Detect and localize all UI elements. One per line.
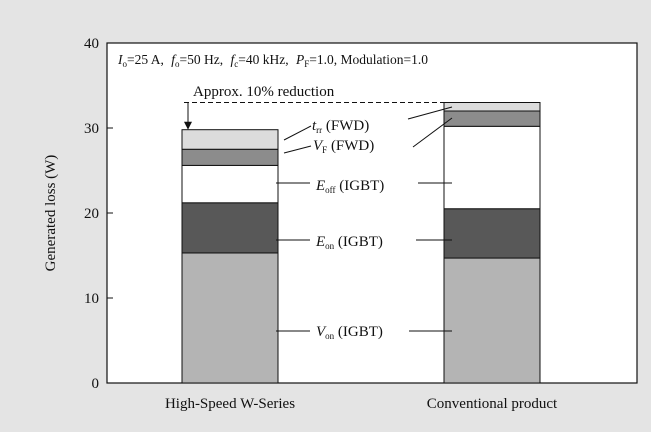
series-label-trr: trr (FWD) <box>312 118 369 135</box>
bars <box>181 102 541 384</box>
bar-segment-1-2 <box>443 125 541 210</box>
bar-segment-0-3 <box>181 148 279 166</box>
bar-segment-0-1 <box>181 202 279 254</box>
y-axis-label: Generated loss (W) <box>43 155 59 272</box>
bar-segment-1-3 <box>443 110 541 127</box>
y-tick-label-0: 0 <box>92 376 100 392</box>
series-label-von: Von (IGBT) <box>316 324 383 341</box>
bar-segment-1-4 <box>443 102 541 112</box>
leader-trr-right <box>407 106 453 120</box>
bar-segment-0-0 <box>181 252 279 384</box>
series-label-vf: VF (FWD) <box>313 138 374 155</box>
leader-vf-right <box>412 117 453 148</box>
y-tick-label-2: 20 <box>84 206 99 222</box>
series-label-eoff: Eoff (IGBT) <box>315 178 384 195</box>
bar-segment-1-0 <box>443 257 541 384</box>
y-axis: 0 10 20 30 40 <box>84 36 113 392</box>
leader-trr-left <box>283 125 312 141</box>
leader-vf-left <box>283 145 312 154</box>
y-tick-label-4: 40 <box>84 36 99 52</box>
series-label-eon: Eon (IGBT) <box>315 234 383 251</box>
category-label-1: Conventional product <box>427 396 558 412</box>
leader-lines <box>276 106 453 332</box>
reduction-annotation: Approx. 10% reduction <box>184 84 540 130</box>
y-tick-label-1: 10 <box>84 291 99 307</box>
reduction-arrowhead <box>184 121 192 130</box>
test-conditions: Io=25 A, fo=50 Hz, fc=40 kHz, PF=1.0, Mo… <box>117 52 428 69</box>
series-labels: trr (FWD) VF (FWD) Eoff (IGBT) Eon (IGBT… <box>312 118 384 341</box>
category-label-0: High-Speed W-Series <box>165 396 295 412</box>
bar-segment-1-1 <box>443 208 541 259</box>
bar-segment-0-4 <box>181 129 279 150</box>
bar-segment-0-2 <box>181 164 279 204</box>
reduction-label: Approx. 10% reduction <box>193 84 335 100</box>
y-tick-label-3: 30 <box>84 121 99 137</box>
